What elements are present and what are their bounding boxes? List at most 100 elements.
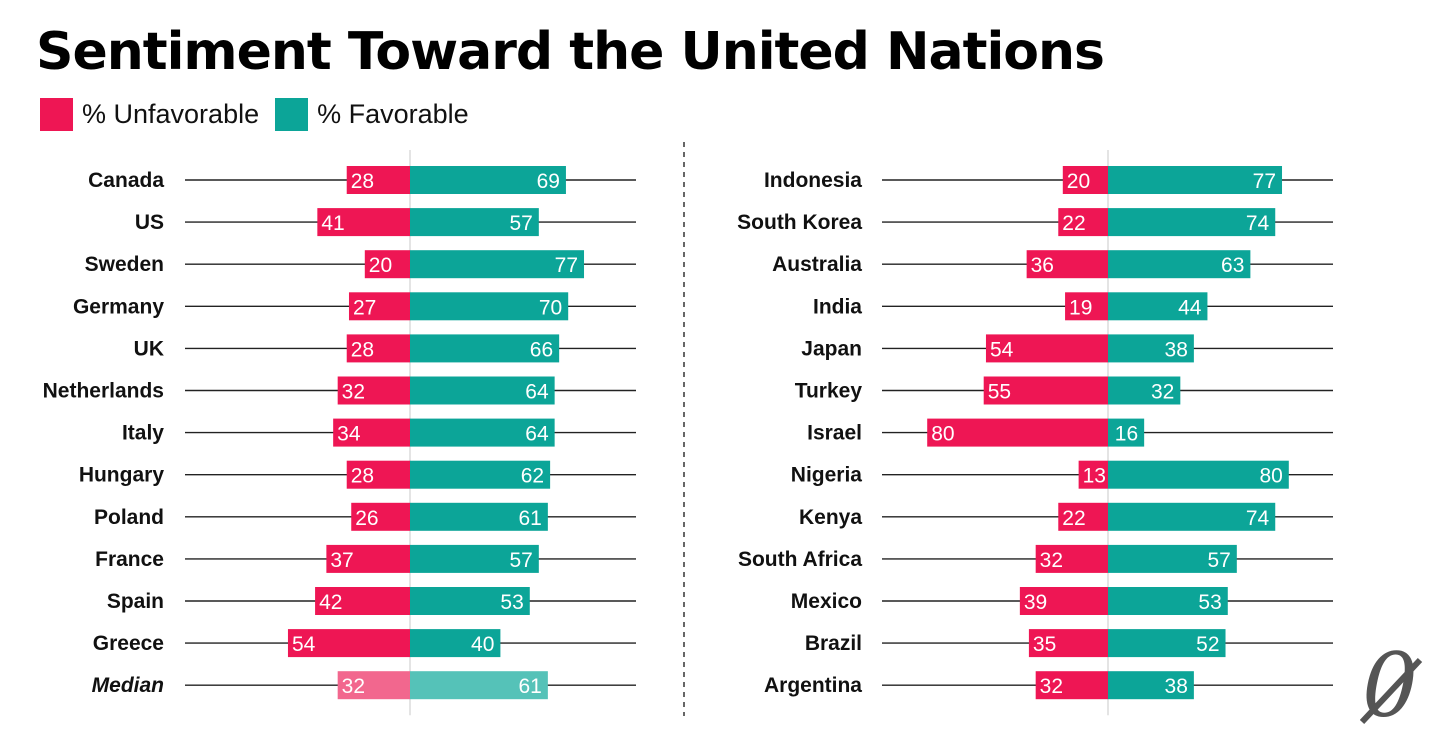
data-label-unfavorable: 34 bbox=[337, 423, 361, 446]
category-label: South Africa bbox=[738, 548, 862, 571]
bar-favorable bbox=[1108, 418, 1145, 447]
bar-unfavorable bbox=[1058, 208, 1108, 237]
category-label: Argentina bbox=[764, 674, 862, 697]
data-label-unfavorable: 39 bbox=[1024, 591, 1047, 614]
bar-favorable bbox=[410, 544, 539, 573]
bar-unfavorable bbox=[1019, 587, 1108, 615]
bar-favorable bbox=[410, 292, 569, 321]
data-label-unfavorable: 32 bbox=[1040, 675, 1063, 698]
bar-unfavorable bbox=[346, 460, 410, 489]
bar-favorable bbox=[410, 334, 560, 363]
data-label-unfavorable: 19 bbox=[1069, 296, 1092, 319]
bar-unfavorable bbox=[1058, 502, 1108, 531]
category-label: Spain bbox=[107, 590, 164, 613]
data-label-unfavorable: 22 bbox=[1062, 507, 1085, 530]
legend-label-favorable: % Favorable bbox=[317, 99, 469, 129]
data-label-favorable: 57 bbox=[509, 549, 532, 572]
chart-title: Sentiment Toward the United Nations bbox=[36, 22, 1105, 82]
legend: % Unfavorable % Favorable bbox=[40, 98, 485, 131]
logo-zero-slash-icon: 0 bbox=[1359, 634, 1423, 737]
bar-favorable bbox=[410, 460, 551, 489]
category-label: Poland bbox=[94, 506, 164, 529]
bar-favorable bbox=[410, 502, 548, 531]
legend-item-unfavorable: % Unfavorable bbox=[40, 98, 259, 131]
data-label-favorable: 16 bbox=[1115, 423, 1138, 446]
data-label-favorable: 61 bbox=[519, 507, 542, 530]
data-label-favorable: 32 bbox=[1151, 381, 1174, 404]
data-label-favorable: 38 bbox=[1165, 338, 1188, 361]
bar-unfavorable bbox=[1028, 629, 1108, 658]
bar-favorable bbox=[410, 166, 566, 194]
data-label-unfavorable: 36 bbox=[1031, 254, 1054, 277]
data-label-unfavorable: 28 bbox=[351, 170, 374, 193]
data-label-favorable: 74 bbox=[1246, 507, 1270, 530]
category-label: Netherlands bbox=[43, 380, 164, 403]
category-label: UK bbox=[134, 337, 164, 360]
legend-swatch-unfavorable bbox=[40, 98, 73, 131]
data-label-unfavorable: 41 bbox=[321, 212, 344, 235]
category-label: Mexico bbox=[791, 590, 862, 613]
data-label-favorable: 62 bbox=[521, 465, 544, 488]
data-label-favorable: 57 bbox=[1207, 549, 1230, 572]
bar-favorable bbox=[1108, 460, 1289, 489]
data-label-unfavorable: 32 bbox=[342, 675, 365, 698]
category-label: Hungary bbox=[79, 464, 165, 487]
bar-unfavorable bbox=[1035, 544, 1108, 573]
bar-unfavorable bbox=[315, 587, 410, 615]
bar-favorable bbox=[1108, 208, 1276, 237]
data-label-unfavorable: 13 bbox=[1083, 465, 1106, 488]
bar-unfavorable bbox=[351, 502, 410, 531]
bar-favorable bbox=[1108, 671, 1194, 700]
bar-favorable bbox=[410, 208, 539, 237]
data-label-favorable: 61 bbox=[519, 675, 542, 698]
bar-unfavorable bbox=[1026, 250, 1108, 279]
data-label-favorable: 69 bbox=[537, 170, 560, 193]
data-label-favorable: 64 bbox=[525, 423, 549, 446]
data-label-unfavorable: 42 bbox=[319, 591, 342, 614]
category-label: Nigeria bbox=[791, 464, 863, 487]
category-label: Median bbox=[92, 674, 164, 697]
data-label-favorable: 63 bbox=[1221, 254, 1244, 277]
category-label: Germany bbox=[73, 295, 164, 318]
data-label-unfavorable: 80 bbox=[931, 423, 954, 446]
data-label-favorable: 57 bbox=[509, 212, 532, 235]
category-label: Japan bbox=[801, 337, 862, 360]
data-label-unfavorable: 54 bbox=[990, 338, 1014, 361]
bar-favorable bbox=[410, 376, 555, 405]
legend-item-favorable: % Favorable bbox=[275, 98, 469, 131]
data-label-favorable: 64 bbox=[525, 381, 549, 404]
bar-unfavorable bbox=[317, 208, 410, 237]
category-label: Kenya bbox=[799, 506, 862, 529]
bar-unfavorable bbox=[346, 334, 410, 363]
bar-favorable bbox=[1108, 250, 1251, 279]
data-label-unfavorable: 22 bbox=[1062, 212, 1085, 235]
bar-unfavorable bbox=[1065, 292, 1108, 321]
data-label-unfavorable: 26 bbox=[355, 507, 378, 530]
logo-glyph: 0 bbox=[1362, 640, 1418, 730]
data-label-unfavorable: 35 bbox=[1033, 633, 1056, 656]
data-label-unfavorable: 27 bbox=[353, 296, 376, 319]
data-label-favorable: 80 bbox=[1259, 465, 1282, 488]
data-label-favorable: 52 bbox=[1196, 633, 1219, 656]
category-label: France bbox=[95, 548, 164, 571]
data-label-favorable: 53 bbox=[1198, 591, 1221, 614]
bar-unfavorable bbox=[337, 376, 410, 405]
data-label-favorable: 66 bbox=[530, 338, 553, 361]
bar-favorable bbox=[410, 629, 501, 658]
category-label: Sweden bbox=[85, 253, 164, 276]
bar-favorable bbox=[1108, 376, 1181, 405]
data-label-favorable: 77 bbox=[1253, 170, 1276, 193]
category-label: Italy bbox=[122, 422, 164, 445]
data-label-favorable: 53 bbox=[500, 591, 523, 614]
bar-favorable bbox=[1108, 544, 1237, 573]
category-label: Turkey bbox=[795, 380, 863, 403]
category-label: US bbox=[135, 211, 164, 234]
bar-unfavorable bbox=[983, 376, 1108, 405]
data-label-favorable: 38 bbox=[1165, 675, 1188, 698]
legend-label-unfavorable: % Unfavorable bbox=[82, 99, 260, 129]
bar-unfavorable bbox=[333, 418, 410, 447]
bar-unfavorable bbox=[1062, 166, 1108, 194]
data-label-unfavorable: 32 bbox=[342, 381, 365, 404]
bar-favorable bbox=[1108, 334, 1194, 363]
